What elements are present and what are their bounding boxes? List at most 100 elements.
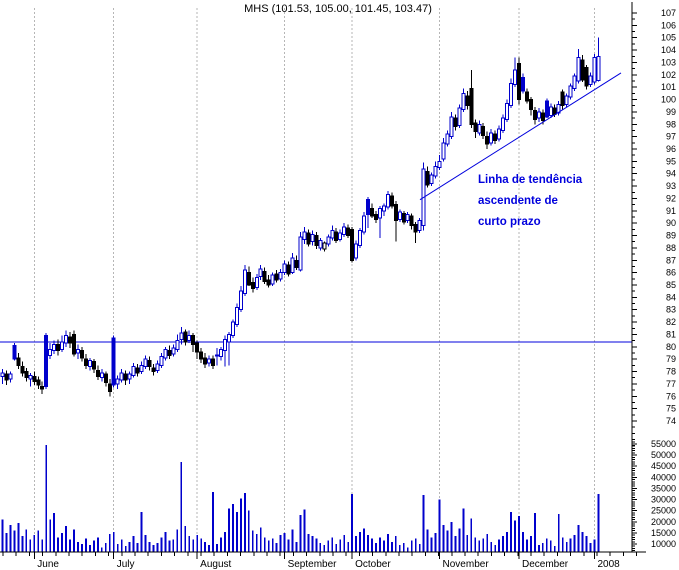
candle-body	[131, 366, 136, 376]
volume-bar	[180, 461, 183, 552]
candle-body	[564, 95, 569, 105]
candle-body	[592, 57, 597, 83]
candle-body	[195, 342, 200, 353]
candle-body	[68, 336, 73, 344]
candle-body	[183, 331, 188, 343]
volume-tick-label: 20000	[651, 517, 676, 527]
candle-body	[417, 220, 422, 232]
volume-bar	[375, 542, 377, 552]
volume-bar	[311, 536, 314, 552]
candle-body	[83, 358, 88, 366]
candle-body	[222, 338, 227, 352]
volume-bar	[168, 540, 171, 552]
candle-body	[203, 357, 208, 365]
volume-bar	[410, 540, 413, 552]
candle-body	[350, 228, 355, 261]
volume-bar	[446, 530, 449, 552]
candle-body	[354, 243, 359, 259]
volume-bar	[287, 539, 290, 552]
candle-body	[139, 364, 144, 373]
volume-bar	[247, 510, 250, 552]
candle-body	[274, 273, 279, 281]
volume-bar	[196, 535, 199, 552]
candle-body	[32, 375, 37, 382]
volume-bar	[271, 538, 274, 552]
volume-bar	[144, 535, 147, 552]
candle-body	[338, 232, 343, 240]
candle-body	[501, 117, 506, 131]
volume-bar	[9, 525, 12, 552]
volume-bar	[545, 538, 548, 552]
candle-body	[28, 374, 33, 380]
volume-bar	[430, 537, 433, 552]
candle-body	[103, 373, 108, 384]
volume-bar	[565, 541, 568, 552]
candle-body	[552, 107, 557, 115]
price-tick-label: 94	[666, 169, 676, 179]
candle-body	[56, 343, 61, 352]
month-label-July: July	[117, 559, 135, 570]
price-tick-label: 99	[666, 107, 676, 117]
candle-body	[191, 335, 196, 345]
candle-body	[497, 128, 502, 140]
month-label-June: June	[37, 559, 59, 570]
candle-body	[48, 348, 53, 356]
candle-body	[318, 239, 323, 249]
candle-body	[36, 379, 41, 386]
volume-bar	[474, 537, 477, 552]
candle-body	[278, 272, 283, 280]
month-label-2008: 2008	[597, 559, 620, 570]
ascending-trendline[interactable]	[419, 72, 622, 201]
candle-body	[143, 358, 148, 368]
price-tick-label: 76	[666, 391, 676, 401]
volume-bar	[398, 545, 401, 552]
volume-bar	[573, 535, 576, 552]
volume-bar	[363, 528, 365, 552]
volume-bar	[152, 545, 155, 552]
volume-bar	[53, 512, 56, 552]
volume-bar	[132, 536, 135, 552]
volume-bar	[335, 543, 338, 552]
volume-bar	[5, 532, 8, 552]
volume-bar	[593, 539, 596, 552]
volume-bar	[89, 545, 91, 552]
volume-tick-label: 45000	[651, 461, 676, 471]
price-tick-label: 95	[666, 156, 676, 166]
annotation-line-1: Linha de tendência	[478, 174, 583, 186]
candle-body	[401, 212, 406, 223]
volume-bar	[561, 537, 564, 552]
candle-body	[187, 335, 192, 342]
candle-body	[91, 361, 96, 370]
candle-body	[266, 279, 271, 286]
candle-body	[72, 333, 77, 355]
candle-body	[576, 57, 581, 82]
volume-bar	[204, 541, 207, 552]
candle-body	[330, 230, 335, 239]
candle-body	[270, 274, 275, 285]
candle-body	[346, 227, 351, 237]
candle-body	[465, 95, 470, 107]
candle-body	[397, 211, 402, 220]
price-tick-label: 105	[661, 33, 676, 43]
candle-body	[441, 142, 446, 160]
volume-bar	[327, 540, 330, 552]
trendline-annotation-label[interactable]: Linha de tendência ascendente de curto p…	[478, 170, 582, 233]
volume-bar	[450, 521, 453, 552]
candle-body	[310, 233, 315, 243]
volume-bar	[220, 537, 222, 552]
candle-body	[596, 56, 601, 82]
candle-body	[175, 340, 180, 350]
price-tick-label: 78	[666, 367, 676, 377]
volume-bar	[426, 529, 429, 552]
volume-bar	[259, 527, 262, 552]
volume-bar	[589, 542, 592, 552]
candle-body	[334, 231, 339, 241]
volume-bar	[537, 545, 540, 552]
volume-bar	[482, 538, 485, 552]
candle-body	[242, 269, 247, 295]
volume-bar	[212, 491, 214, 552]
volume-bar	[494, 545, 497, 552]
price-tick-label: 85	[666, 280, 676, 290]
volume-bar	[69, 539, 71, 552]
